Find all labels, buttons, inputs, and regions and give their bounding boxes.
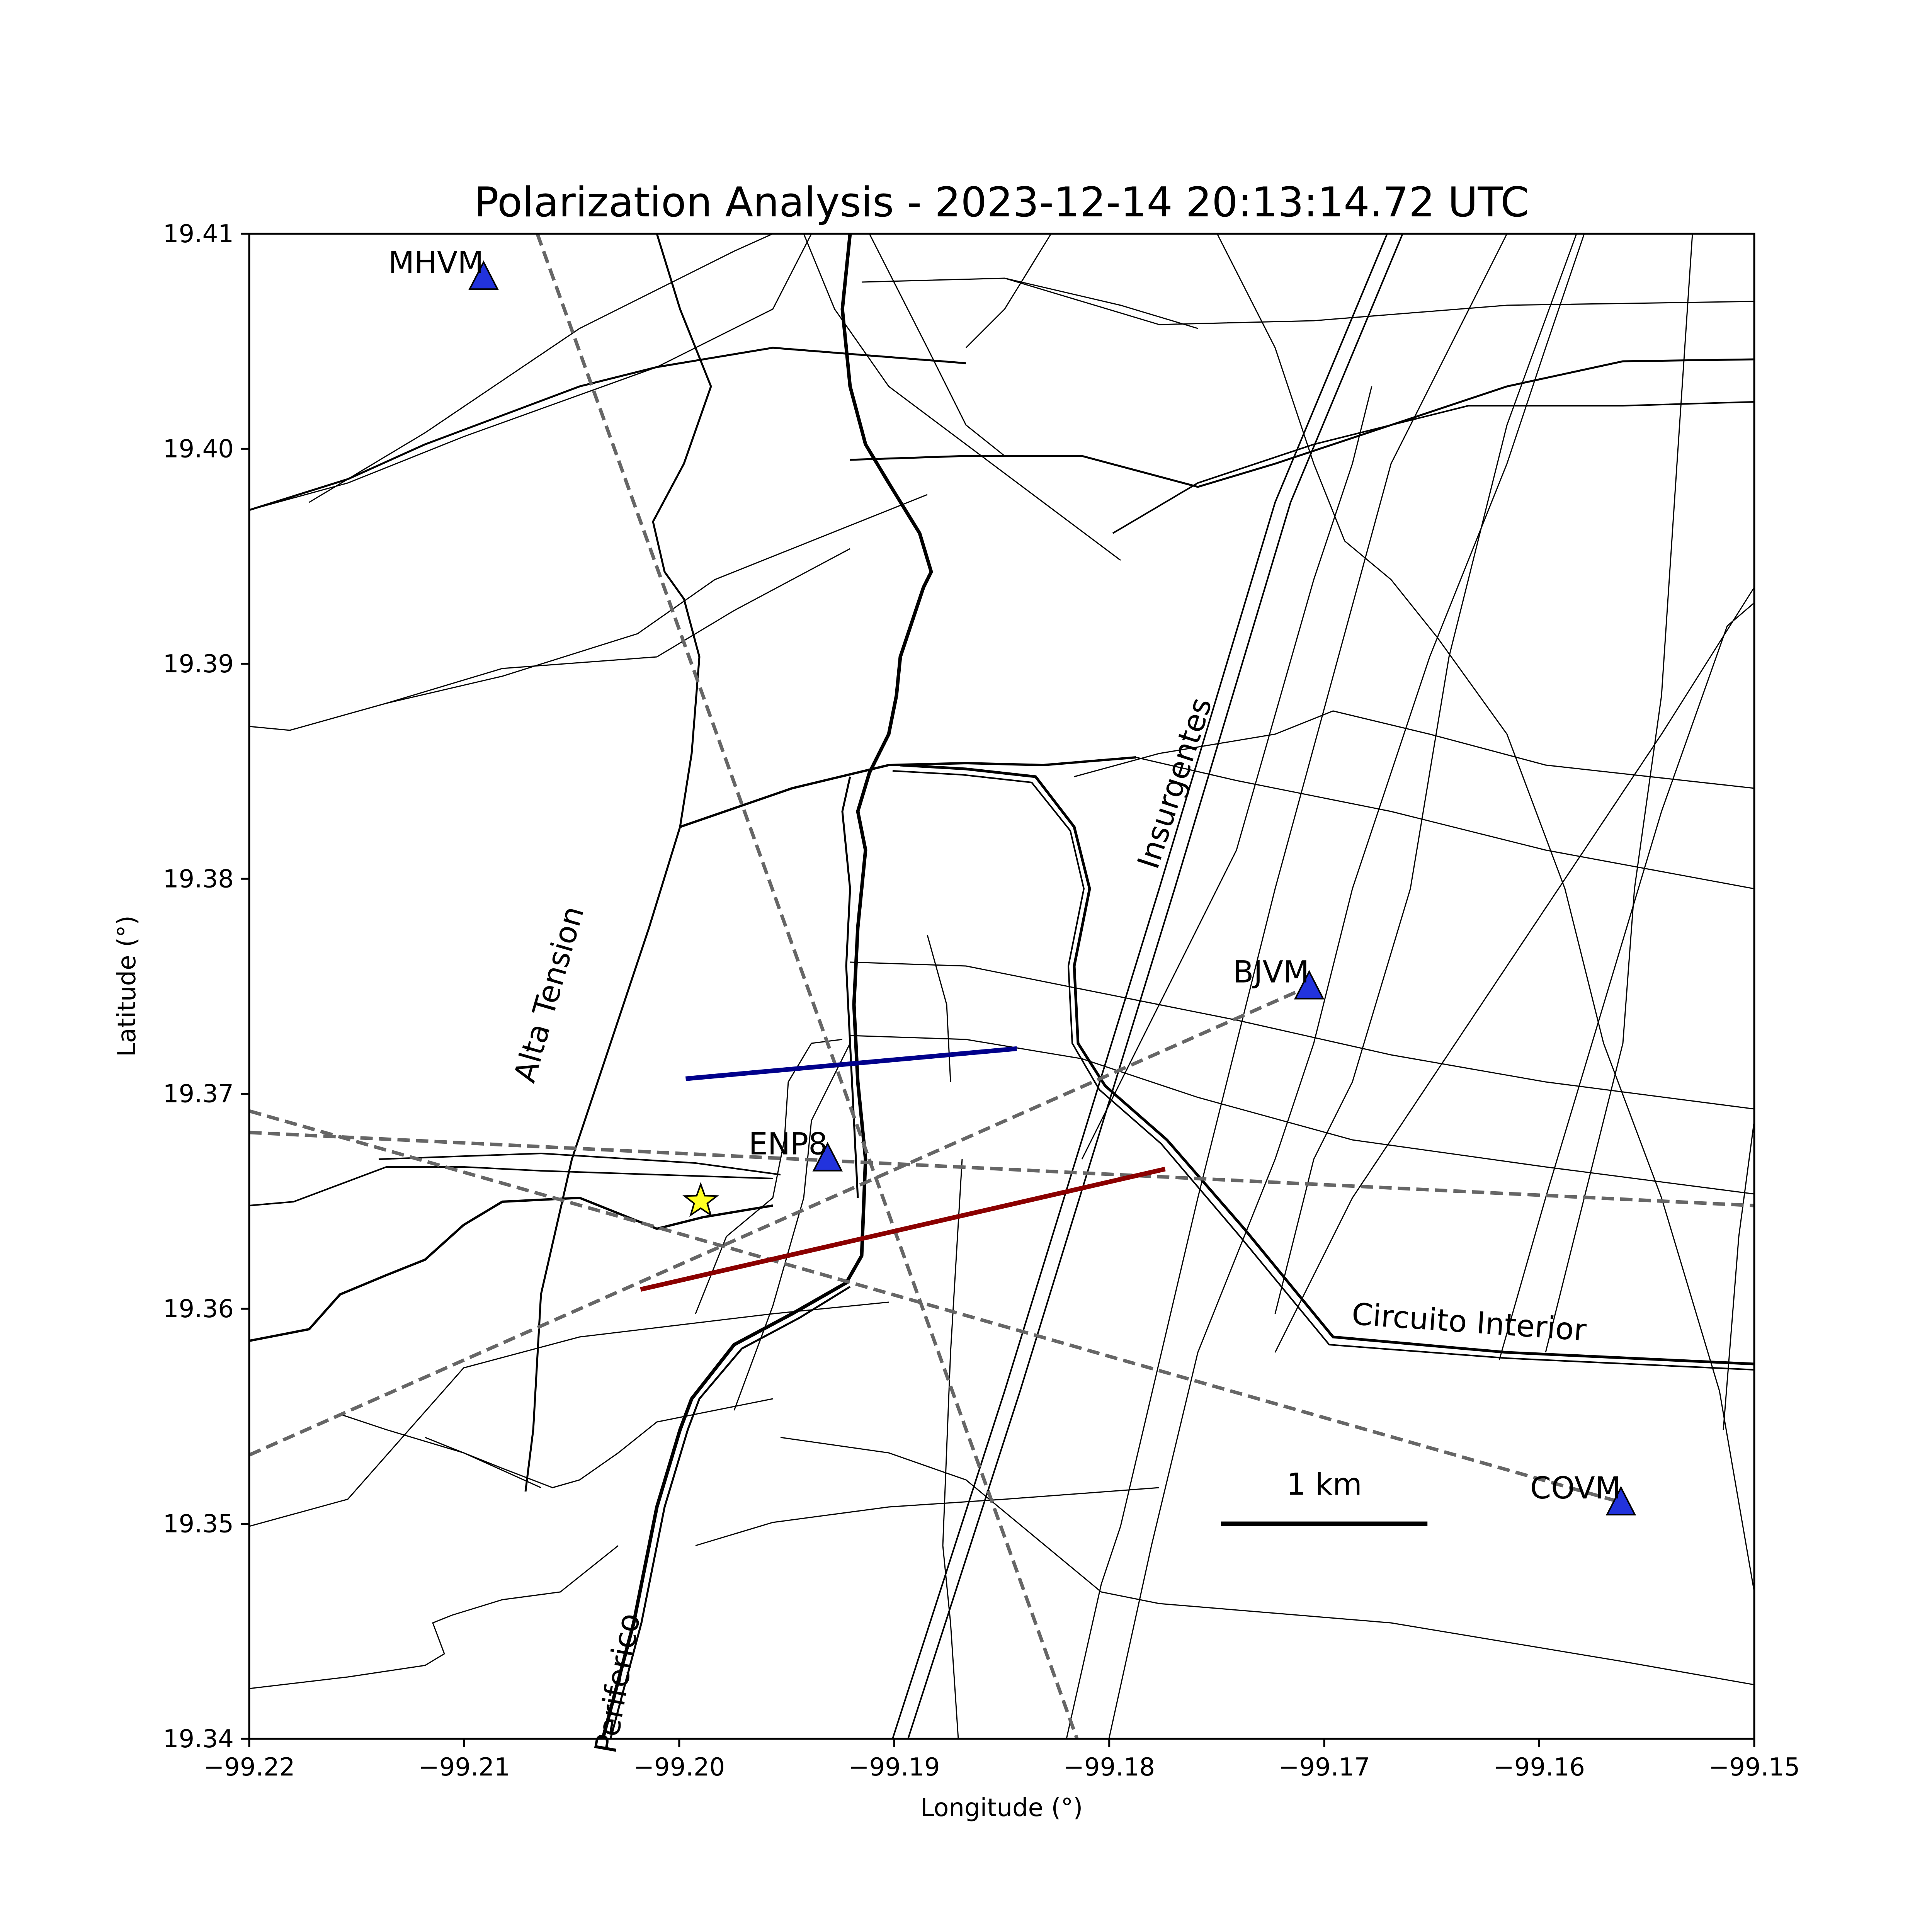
station-marker-mhvm: MHVM [388,245,499,290]
road-network [249,234,1754,1739]
y-tick-label: 19.41 [163,220,234,248]
chart-title: Polarization Analysis - 2023-12-14 20:13… [474,179,1529,226]
station-marker-enp8: ENP8 [748,1127,843,1172]
road-label-periferico: Periferico [588,1611,647,1756]
event-star-icon [682,1182,719,1217]
x-tick-label: −99.22 [204,1753,295,1782]
dashed-line [249,985,1310,1457]
scale-bar-label: 1 km [1286,1468,1362,1502]
dashed-line [249,1131,1754,1208]
x-tick-label: −99.21 [418,1753,510,1782]
y-tick-label: 19.39 [163,650,234,679]
y-axis-label: Latitude (°) [113,915,141,1057]
x-tick-label: −99.18 [1063,1753,1155,1782]
y-tick-label: 19.34 [163,1725,234,1753]
station-label-enp8: ENP8 [748,1127,827,1162]
x-tick-label: −99.16 [1493,1753,1585,1782]
dashed-line [536,234,1079,1739]
x-tick-label: −99.15 [1709,1753,1800,1782]
station-label-bjvm: BJVM [1233,955,1309,990]
y-tick-label: 19.38 [163,865,234,893]
x-tick-label: −99.20 [633,1753,725,1782]
road-circuito-interior [900,764,1754,1366]
station-label-covm: COVM [1530,1471,1621,1506]
station-marker-bjvm: BJVM [1233,955,1325,1000]
road-insurgentes [892,234,1388,1739]
y-tick-label: 19.40 [163,435,234,463]
road-periferico [601,234,933,1739]
x-tick-label: −99.17 [1279,1753,1370,1782]
dashed-lines [249,234,1754,1739]
polarization-segment-red [640,1167,1166,1292]
polarization-segment-blue [685,1046,1017,1081]
y-axis-ticks: 19.34 19.35 19.36 19.37 19.38 19.39 19.40 19.41 [163,220,249,1753]
dashed-line [249,1109,1622,1504]
y-tick-label: 19.35 [163,1510,234,1539]
plot-frame [248,233,1755,1740]
x-axis-ticks: −99.22 −99.21 −99.20 −99.19 −99.18 −99.17 −99.… [204,1739,1800,1782]
station-label-mhvm: MHVM [388,245,484,280]
y-tick-label: 19.36 [163,1295,234,1323]
road-label-alta-tension: Alta Tension [507,902,591,1086]
road-alta-tension [524,234,712,1492]
x-axis-label: Longitude (°) [920,1794,1083,1822]
y-tick-label: 19.37 [163,1080,234,1109]
station-marker-covm: COVM [1530,1471,1636,1515]
x-tick-label: −99.19 [849,1753,940,1782]
